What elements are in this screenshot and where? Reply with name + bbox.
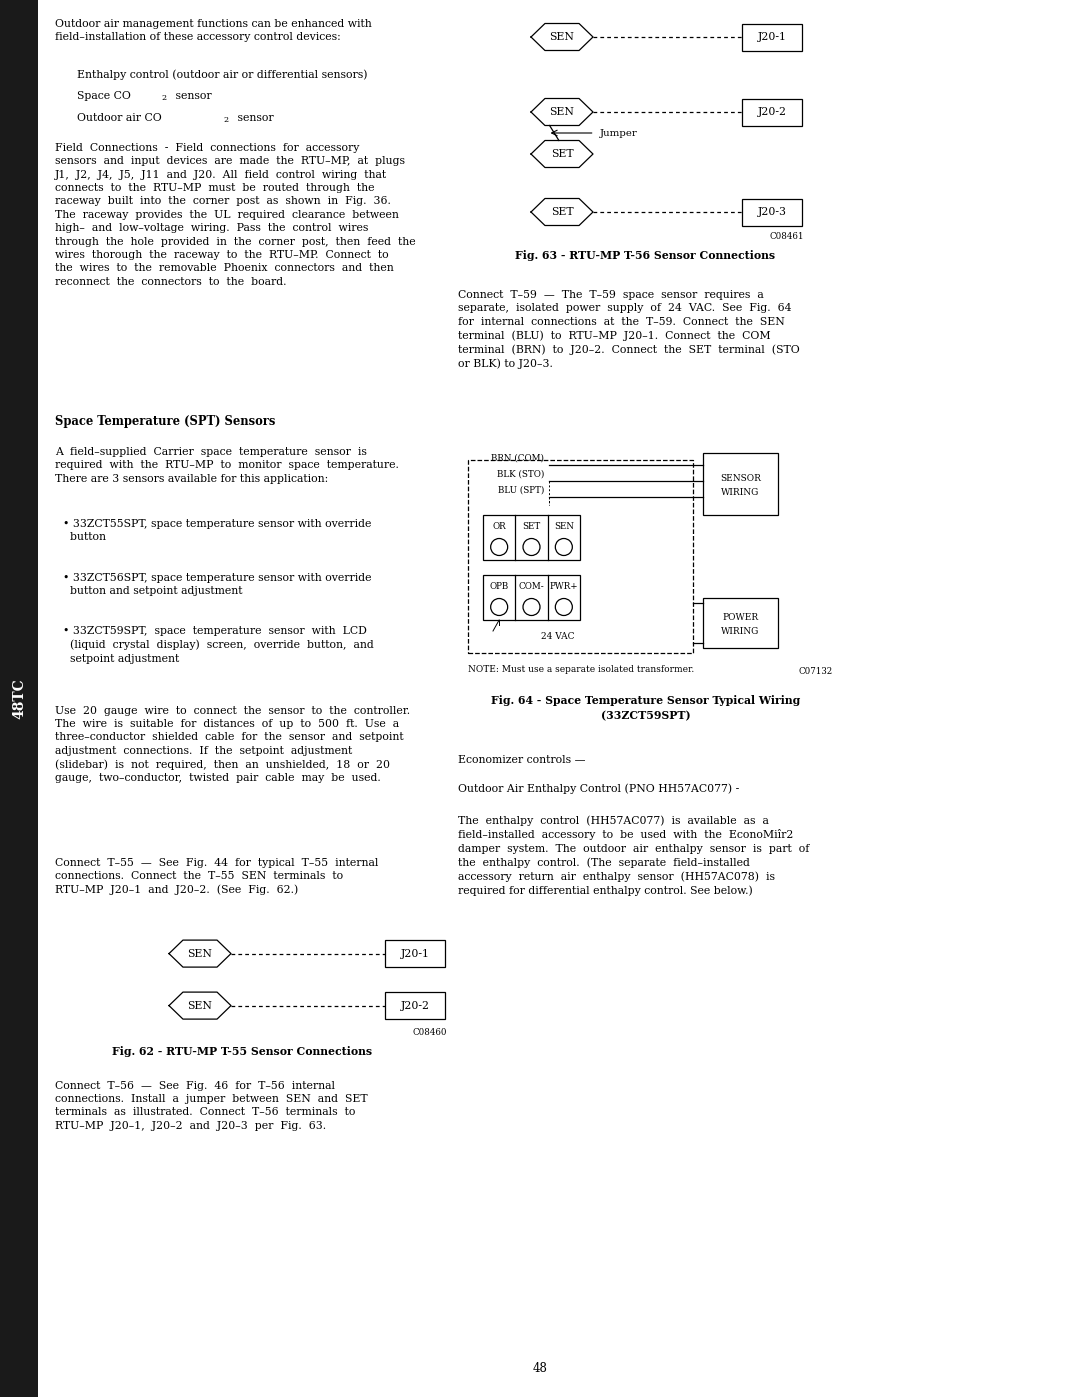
Bar <box>703 598 778 648</box>
Text: OR: OR <box>492 522 505 531</box>
Text: J20-1: J20-1 <box>401 949 430 958</box>
Text: PWR+: PWR+ <box>550 583 578 591</box>
Text: SET: SET <box>551 207 573 217</box>
Text: COM-: COM- <box>518 583 544 591</box>
Text: WIRING: WIRING <box>721 626 759 636</box>
Bar <box>0 0 38 1397</box>
Bar <box>742 99 802 126</box>
Text: SEN: SEN <box>550 32 575 42</box>
Text: Fig. 63 - RTU-MP T-56 Sensor Connections: Fig. 63 - RTU-MP T-56 Sensor Connections <box>515 250 775 261</box>
Text: Field  Connections  -  Field  connections  for  accessory
sensors  and  input  d: Field Connections - Field connections fo… <box>55 142 416 286</box>
Text: J20-2: J20-2 <box>401 1000 430 1010</box>
Text: BLU (SPT): BLU (SPT) <box>498 486 544 495</box>
Bar <box>703 453 778 515</box>
Text: SEN: SEN <box>188 1000 213 1010</box>
Bar <box>384 940 445 967</box>
Bar <box>483 576 580 620</box>
Text: Economizer controls —: Economizer controls — <box>458 754 585 766</box>
Text: The  enthalpy  control  (HH57AC077)  is  available  as  a
field–installed  acces: The enthalpy control (HH57AC077) is avai… <box>458 814 809 897</box>
Text: • 33ZCT59SPT,  space  temperature  sensor  with  LCD
  (liquid  crystal  display: • 33ZCT59SPT, space temperature sensor w… <box>63 626 374 664</box>
Text: Outdoor air management functions can be enhanced with
field–installation of thes: Outdoor air management functions can be … <box>55 20 372 42</box>
Text: Connect  T–56  —  See  Fig.  46  for  T–56  internal
connections.  Install  a  j: Connect T–56 — See Fig. 46 for T–56 inte… <box>55 1081 367 1130</box>
Text: BRN (COM): BRN (COM) <box>491 454 544 462</box>
Text: SEN: SEN <box>188 949 213 958</box>
Text: WIRING: WIRING <box>721 488 759 496</box>
Text: SEN: SEN <box>554 522 573 531</box>
Text: • 33ZCT56SPT, space temperature sensor with override
  button and setpoint adjus: • 33ZCT56SPT, space temperature sensor w… <box>63 573 372 597</box>
Text: 48: 48 <box>532 1362 548 1375</box>
Text: Connect  T–55  —  See  Fig.  44  for  typical  T–55  internal
connections.  Conn: Connect T–55 — See Fig. 44 for typical T… <box>55 858 378 895</box>
Text: Space CO: Space CO <box>77 91 131 101</box>
Text: SEN: SEN <box>550 108 575 117</box>
Bar <box>468 460 693 652</box>
Text: Use  20  gauge  wire  to  connect  the  sensor  to  the  controller.
The  wire  : Use 20 gauge wire to connect the sensor … <box>55 705 410 784</box>
Text: 24 VAC: 24 VAC <box>541 631 575 641</box>
Text: Fig. 64 - Space Temperature Sensor Typical Wiring
(33ZCT59SPT): Fig. 64 - Space Temperature Sensor Typic… <box>491 694 800 721</box>
Text: Enthalpy control (outdoor air or differential sensors): Enthalpy control (outdoor air or differe… <box>77 68 367 80</box>
Text: 2: 2 <box>162 94 166 102</box>
Text: SENSOR: SENSOR <box>720 474 761 482</box>
Text: SET: SET <box>551 149 573 159</box>
Text: sensor: sensor <box>233 113 273 123</box>
Text: • 33ZCT55SPT, space temperature sensor with override
  button: • 33ZCT55SPT, space temperature sensor w… <box>63 520 372 542</box>
Text: Fig. 62 - RTU-MP T-55 Sensor Connections: Fig. 62 - RTU-MP T-55 Sensor Connections <box>112 1045 373 1056</box>
Text: OPB: OPB <box>489 583 509 591</box>
Bar <box>742 198 802 225</box>
Bar <box>384 992 445 1018</box>
Text: sensor: sensor <box>172 91 211 101</box>
Text: SET: SET <box>523 522 541 531</box>
Text: POWER: POWER <box>723 612 758 622</box>
Bar <box>742 24 802 50</box>
Text: C07132: C07132 <box>799 666 833 676</box>
Text: J20-3: J20-3 <box>757 207 786 217</box>
Text: Outdoor Air Enthalpy Control (PNO HH57AC077) -: Outdoor Air Enthalpy Control (PNO HH57AC… <box>458 782 739 793</box>
Text: Jumper: Jumper <box>599 129 637 137</box>
Bar <box>483 515 580 560</box>
Text: NOTE: Must use a separate isolated transformer.: NOTE: Must use a separate isolated trans… <box>468 665 694 673</box>
Text: Space Temperature (SPT) Sensors: Space Temperature (SPT) Sensors <box>55 415 275 427</box>
Text: J20-2: J20-2 <box>757 108 786 117</box>
Text: Outdoor air CO: Outdoor air CO <box>77 113 162 123</box>
Text: J20-1: J20-1 <box>757 32 786 42</box>
Text: A  field–supplied  Carrier  space  temperature  sensor  is
required  with  the  : A field–supplied Carrier space temperatu… <box>55 447 399 483</box>
Text: C08460: C08460 <box>413 1028 447 1037</box>
Text: C08461: C08461 <box>769 232 804 242</box>
Text: 2: 2 <box>224 116 229 123</box>
Text: BLK (STO): BLK (STO) <box>497 469 544 479</box>
Text: Connect  T–59  —  The  T–59  space  sensor  requires  a
separate,  isolated  pow: Connect T–59 — The T–59 space sensor req… <box>458 291 800 369</box>
Text: 48TC: 48TC <box>12 678 26 719</box>
